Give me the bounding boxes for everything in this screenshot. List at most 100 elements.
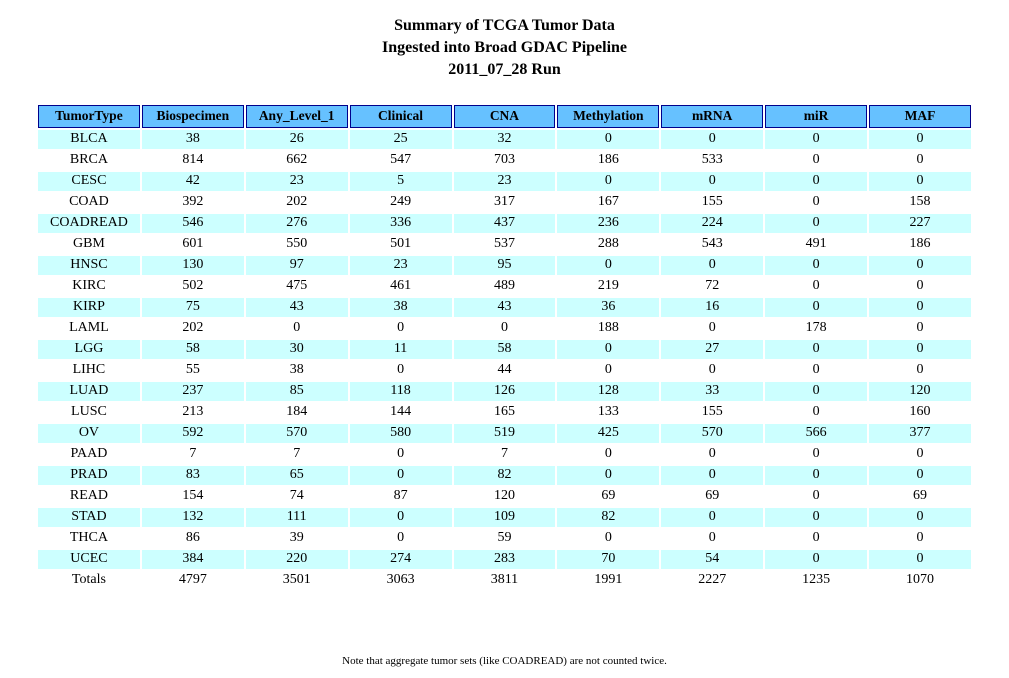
column-header-mir: miR — [765, 105, 867, 128]
value-cell: 160 — [869, 403, 971, 422]
value-cell: 0 — [245, 319, 348, 338]
value-cell: 0 — [557, 529, 660, 548]
table-row: COAD 392 202 249 317 167 155 0 158 — [38, 193, 971, 212]
value-cell: 0 — [661, 508, 764, 527]
value-cell: 0 — [869, 298, 971, 317]
value-cell: 317 — [453, 193, 556, 212]
value-cell: 0 — [765, 487, 867, 506]
value-cell: 83 — [141, 466, 244, 485]
value-cell: 30 — [245, 340, 348, 359]
value-cell: 0 — [869, 361, 971, 380]
value-cell: 219 — [557, 277, 660, 296]
table-row: LUAD 237 85 118 126 128 33 0 120 — [38, 382, 971, 401]
value-cell: 0 — [557, 340, 660, 359]
value-cell: 814 — [141, 151, 244, 170]
tumor-type-cell: READ — [38, 487, 140, 506]
value-cell: 188 — [557, 319, 660, 338]
value-cell: 0 — [765, 298, 867, 317]
value-cell: 11 — [349, 340, 452, 359]
footnote: Note that aggregate tumor sets (like COA… — [342, 655, 667, 667]
value-cell: 501 — [349, 235, 452, 254]
value-cell: 120 — [869, 382, 971, 401]
table-row: LIHC 55 38 0 44 0 0 0 0 — [38, 361, 971, 380]
column-header-any_level_1: Any_Level_1 — [245, 105, 348, 128]
value-cell: 592 — [141, 424, 244, 443]
table-row: CESC 42 23 5 23 0 0 0 0 — [38, 172, 971, 191]
tumor-type-cell: GBM — [38, 235, 140, 254]
value-cell: 3063 — [349, 571, 452, 590]
tumor-type-cell: LUAD — [38, 382, 140, 401]
value-cell: 0 — [557, 130, 660, 149]
value-cell: 0 — [349, 319, 452, 338]
value-cell: 72 — [661, 277, 764, 296]
value-cell: 0 — [557, 256, 660, 275]
value-cell: 3501 — [245, 571, 348, 590]
value-cell: 0 — [661, 361, 764, 380]
value-cell: 703 — [453, 151, 556, 170]
table-row: LUSC 213 184 144 165 133 155 0 160 — [38, 403, 971, 422]
value-cell: 69 — [557, 487, 660, 506]
value-cell: 128 — [557, 382, 660, 401]
value-cell: 288 — [557, 235, 660, 254]
value-cell: 580 — [349, 424, 452, 443]
value-cell: 384 — [141, 550, 244, 569]
column-header-maf: MAF — [869, 105, 971, 128]
value-cell: 0 — [869, 340, 971, 359]
value-cell: 0 — [349, 361, 452, 380]
tumor-type-cell: CESC — [38, 172, 140, 191]
value-cell: 42 — [141, 172, 244, 191]
value-cell: 58 — [453, 340, 556, 359]
value-cell: 184 — [245, 403, 348, 422]
value-cell: 461 — [349, 277, 452, 296]
value-cell: 566 — [765, 424, 867, 443]
value-cell: 249 — [349, 193, 452, 212]
value-cell: 0 — [765, 193, 867, 212]
report-title-line2: Ingested into Broad GDAC Pipeline — [381, 39, 628, 56]
value-cell: 74 — [245, 487, 348, 506]
value-cell: 38 — [245, 361, 348, 380]
value-cell: 0 — [765, 130, 867, 149]
table-row: PRAD 83 65 0 82 0 0 0 0 — [38, 466, 971, 485]
value-cell: 132 — [141, 508, 244, 527]
tumor-type-cell: Totals — [38, 571, 140, 590]
value-cell: 662 — [245, 151, 348, 170]
value-cell: 547 — [349, 151, 452, 170]
header-row: TumorType Biospecimen Any_Level_1 Clinical C… — [38, 105, 971, 128]
value-cell: 0 — [349, 466, 452, 485]
value-cell: 0 — [661, 529, 764, 548]
tumor-type-cell: OV — [38, 424, 140, 443]
value-cell: 550 — [245, 235, 348, 254]
value-cell: 97 — [245, 256, 348, 275]
value-cell: 0 — [661, 319, 764, 338]
value-cell: 167 — [557, 193, 660, 212]
value-cell: 155 — [661, 403, 764, 422]
value-cell: 491 — [765, 235, 867, 254]
table-row: READ 154 74 87 120 69 69 0 69 — [38, 487, 971, 506]
value-cell: 0 — [869, 445, 971, 464]
value-cell: 0 — [661, 172, 764, 191]
value-cell: 0 — [661, 466, 764, 485]
value-cell: 70 — [557, 550, 660, 569]
value-cell: 54 — [661, 550, 764, 569]
value-cell: 44 — [453, 361, 556, 380]
tumor-type-cell: LUSC — [38, 403, 140, 422]
value-cell: 7 — [141, 445, 244, 464]
value-cell: 392 — [141, 193, 244, 212]
value-cell: 0 — [765, 550, 867, 569]
value-cell: 0 — [869, 172, 971, 191]
value-cell: 69 — [661, 487, 764, 506]
value-cell: 546 — [141, 214, 244, 233]
value-cell: 202 — [141, 319, 244, 338]
tumor-type-cell: LIHC — [38, 361, 140, 380]
value-cell: 202 — [245, 193, 348, 212]
value-cell: 0 — [349, 508, 452, 527]
value-cell: 519 — [453, 424, 556, 443]
value-cell: 237 — [141, 382, 244, 401]
value-cell: 0 — [869, 529, 971, 548]
value-cell: 186 — [557, 151, 660, 170]
value-cell: 36 — [557, 298, 660, 317]
value-cell: 59 — [453, 529, 556, 548]
value-cell: 276 — [245, 214, 348, 233]
value-cell: 425 — [557, 424, 660, 443]
value-cell: 224 — [661, 214, 764, 233]
